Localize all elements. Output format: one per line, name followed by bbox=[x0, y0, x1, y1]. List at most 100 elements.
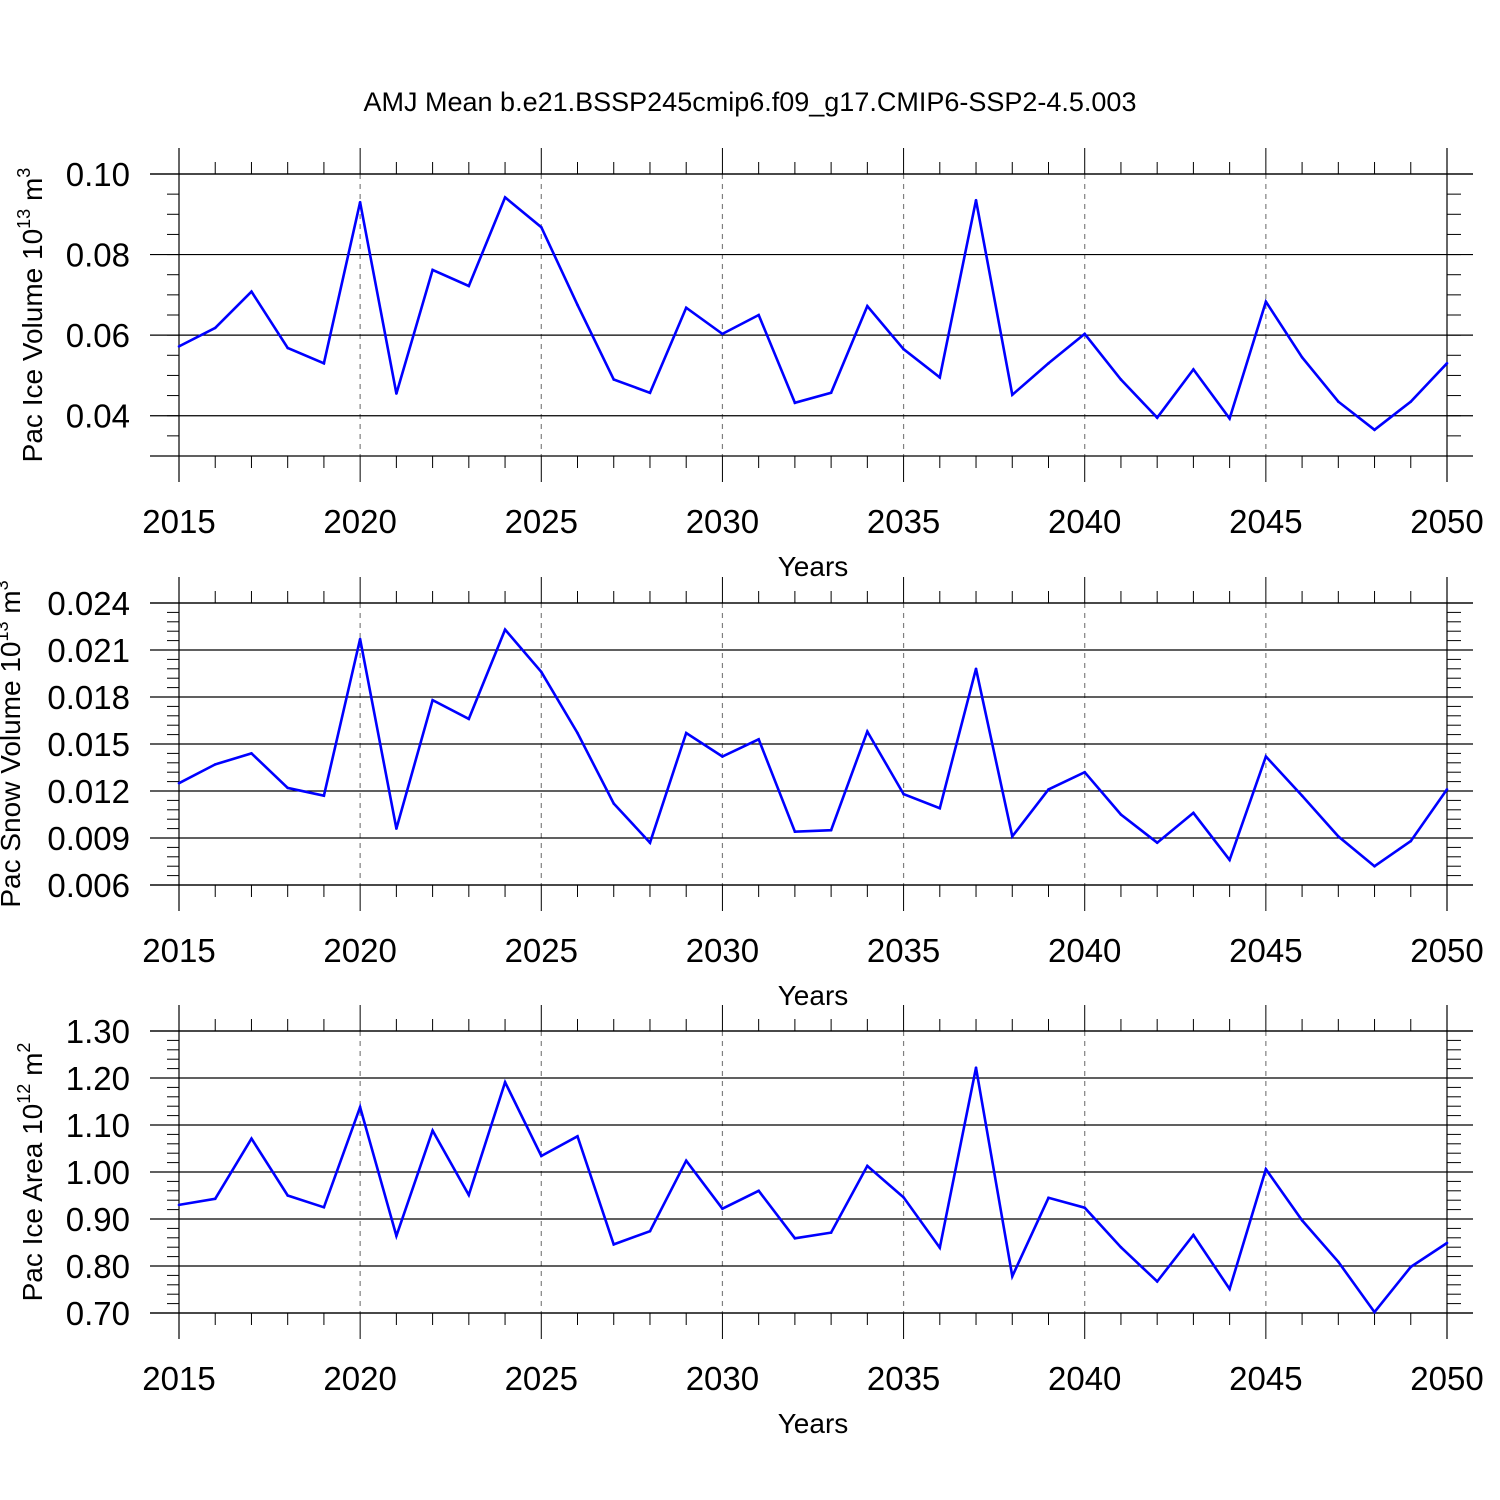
data-point bbox=[539, 670, 543, 674]
data-point bbox=[286, 1194, 289, 1197]
data-point bbox=[1373, 864, 1376, 868]
data-point bbox=[684, 731, 688, 735]
data-point bbox=[1155, 416, 1159, 420]
data-point bbox=[1155, 1280, 1159, 1283]
data-point bbox=[1445, 788, 1449, 791]
data-point bbox=[793, 830, 797, 834]
data-point bbox=[938, 376, 942, 379]
data-point bbox=[250, 752, 253, 755]
data-point bbox=[1119, 378, 1123, 381]
data-point bbox=[467, 284, 471, 288]
data-point bbox=[1300, 794, 1304, 797]
y-tick-label: 0.015 bbox=[47, 726, 130, 763]
data-point bbox=[177, 781, 181, 785]
y-axis-label: Pac Snow Volume 1013 m3 bbox=[0, 580, 26, 907]
x-tick-label: 2045 bbox=[1229, 932, 1302, 969]
y-tick-label: 1.20 bbox=[66, 1060, 130, 1097]
y-tick-label: 0.70 bbox=[66, 1295, 130, 1332]
data-point bbox=[1119, 813, 1123, 816]
data-point bbox=[793, 401, 797, 405]
y-tick-label: 1.00 bbox=[66, 1154, 130, 1191]
data-point bbox=[1228, 1287, 1231, 1291]
data-point bbox=[1047, 1196, 1050, 1200]
y-tick-label: 0.018 bbox=[47, 679, 130, 716]
y-tick-label: 0.08 bbox=[66, 237, 130, 274]
y-tick-label: 0.021 bbox=[47, 632, 130, 669]
y-tick-label: 0.06 bbox=[66, 317, 130, 354]
data-point bbox=[902, 347, 905, 351]
data-point bbox=[721, 755, 724, 758]
data-point bbox=[1047, 788, 1050, 791]
y-tick-label: 0.024 bbox=[47, 585, 130, 622]
data-point bbox=[539, 1154, 543, 1158]
x-tick-label: 2050 bbox=[1410, 932, 1483, 969]
series-line-ice-volume bbox=[178, 195, 1448, 432]
x-tick-label: 2040 bbox=[1048, 503, 1121, 540]
data-point bbox=[1010, 835, 1014, 838]
data-point bbox=[648, 391, 652, 395]
data-point bbox=[1445, 1241, 1449, 1245]
y-tick-label: 0.10 bbox=[66, 156, 130, 193]
data-point bbox=[1337, 835, 1340, 838]
x-tick-label: 2030 bbox=[686, 932, 759, 969]
x-tick-label: 2025 bbox=[505, 503, 578, 540]
data-point bbox=[1409, 839, 1413, 843]
data-point bbox=[177, 345, 181, 348]
data-point bbox=[213, 326, 217, 330]
x-tick-label: 2025 bbox=[505, 1360, 578, 1397]
chart-title: AMJ Mean b.e21.BSSP245cmip6.f09_g17.CMIP… bbox=[364, 87, 1137, 117]
panel-ice-area: 0.70 0.80 0.90 1.00 1.10 1.20 1.30 2015 2020 2025… bbox=[14, 1005, 1484, 1439]
data-point bbox=[395, 392, 398, 395]
data-point bbox=[1192, 1233, 1195, 1237]
x-axis-label: Years bbox=[778, 980, 849, 1011]
data-point bbox=[213, 763, 217, 766]
data-point bbox=[467, 1193, 471, 1197]
data-point bbox=[576, 1134, 579, 1138]
x-tick-label: 2020 bbox=[323, 932, 396, 969]
data-point bbox=[1373, 428, 1376, 432]
data-point bbox=[1119, 1245, 1123, 1249]
data-point bbox=[757, 313, 760, 317]
y-tick-label: 0.009 bbox=[47, 820, 130, 857]
data-point bbox=[829, 391, 833, 395]
data-point bbox=[322, 794, 326, 797]
data-point bbox=[612, 802, 616, 805]
data-point bbox=[576, 731, 579, 735]
data-point bbox=[1445, 362, 1449, 365]
panels-container: 0.04 0.06 0.08 0.10 2015 2020 2025 2030 2035 2040… bbox=[0, 148, 1484, 1439]
data-point bbox=[938, 1246, 942, 1249]
y-tick-label: 0.012 bbox=[47, 773, 130, 810]
data-point bbox=[250, 1137, 253, 1140]
y-tick-label: 1.30 bbox=[66, 1013, 130, 1050]
y-axis-label: Pac Ice Volume 1013 m3 bbox=[14, 168, 48, 463]
data-point bbox=[721, 332, 724, 336]
data-point bbox=[503, 628, 507, 631]
y-tick-label: 0.80 bbox=[66, 1248, 130, 1285]
data-point bbox=[1083, 1206, 1087, 1210]
y-tick-label: 1.10 bbox=[66, 1107, 130, 1144]
data-point bbox=[1337, 1260, 1340, 1264]
x-tick-label: 2035 bbox=[867, 932, 940, 969]
data-point bbox=[1192, 811, 1195, 815]
x-tick-label: 2030 bbox=[686, 503, 759, 540]
data-point bbox=[431, 1129, 434, 1132]
data-point bbox=[467, 717, 471, 721]
data-point bbox=[503, 196, 507, 199]
x-tick-label: 2040 bbox=[1048, 1360, 1121, 1397]
x-axis-label: Years bbox=[778, 551, 849, 582]
data-point bbox=[684, 1159, 688, 1163]
data-point bbox=[974, 667, 978, 671]
data-point bbox=[1300, 356, 1304, 359]
data-point bbox=[829, 828, 833, 832]
data-point bbox=[1373, 1310, 1376, 1314]
panel-snow-volume: 0.006 0.009 0.012 0.015 0.018 0.021 0.024 2015 2… bbox=[0, 577, 1484, 1011]
data-point bbox=[286, 786, 289, 790]
x-tick-label: 2030 bbox=[686, 1360, 759, 1397]
data-point bbox=[648, 841, 652, 844]
data-point bbox=[177, 1203, 181, 1207]
y-tick-label: 0.90 bbox=[66, 1201, 130, 1238]
data-point bbox=[757, 738, 760, 741]
data-point bbox=[1155, 841, 1159, 844]
x-tick-label: 2020 bbox=[323, 1360, 396, 1397]
x-tick-label: 2015 bbox=[142, 1360, 215, 1397]
